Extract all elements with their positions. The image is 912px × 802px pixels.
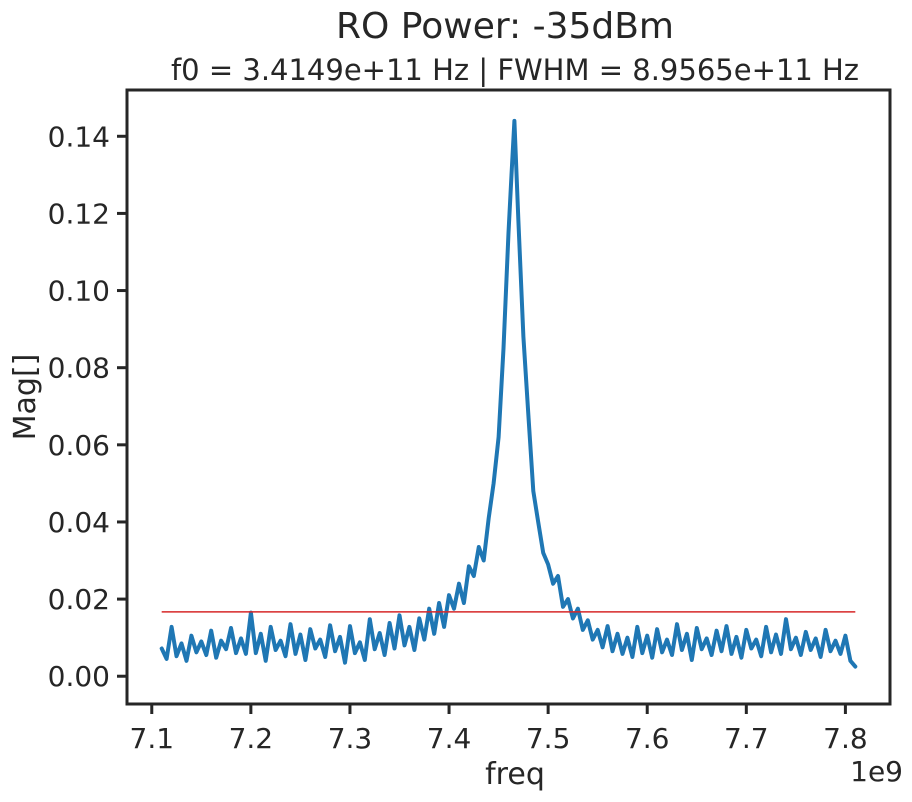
- y-tick-label: 0.00: [48, 660, 110, 693]
- chart-title: RO Power: -35dBm: [336, 6, 674, 47]
- y-tick-label: 0.04: [48, 506, 110, 539]
- x-tick-label: 7.8: [823, 722, 868, 755]
- y-tick-label: 0.02: [48, 583, 110, 616]
- y-tick-label: 0.14: [48, 120, 110, 153]
- y-axis: 0.00 0.02 0.04 0.06 0.08 0.10 0.12 0.14: [48, 120, 127, 693]
- x-tick-label: 7.3: [328, 722, 373, 755]
- y-tick-label: 0.06: [48, 429, 110, 462]
- plot-frame: [125, 88, 892, 706]
- x-axis-offset-label: 1e9: [850, 755, 903, 788]
- chart-subtitle: f0 = 3.4149e+11 Hz | FWHM = 8.9565e+11 H…: [171, 53, 859, 87]
- x-axis-label: freq: [485, 757, 545, 792]
- x-tick-label: 7.7: [724, 722, 769, 755]
- y-tick-label: 0.12: [48, 197, 110, 230]
- x-tick-label: 7.4: [427, 722, 472, 755]
- series-line-0: [159, 118, 858, 669]
- x-tick-label: 7.1: [130, 722, 175, 755]
- x-tick-label: 7.6: [625, 722, 670, 755]
- x-tick-label: 7.5: [526, 722, 571, 755]
- y-tick-label: 0.08: [48, 352, 110, 385]
- x-axis: 7.1 7.2 7.3 7.4 7.5 7.6 7.7 7.8: [130, 704, 868, 755]
- y-tick-label: 0.10: [48, 275, 110, 308]
- x-tick-label: 7.2: [229, 722, 274, 755]
- y-axis-label: Mag[]: [8, 354, 43, 441]
- plot-area: [159, 118, 858, 669]
